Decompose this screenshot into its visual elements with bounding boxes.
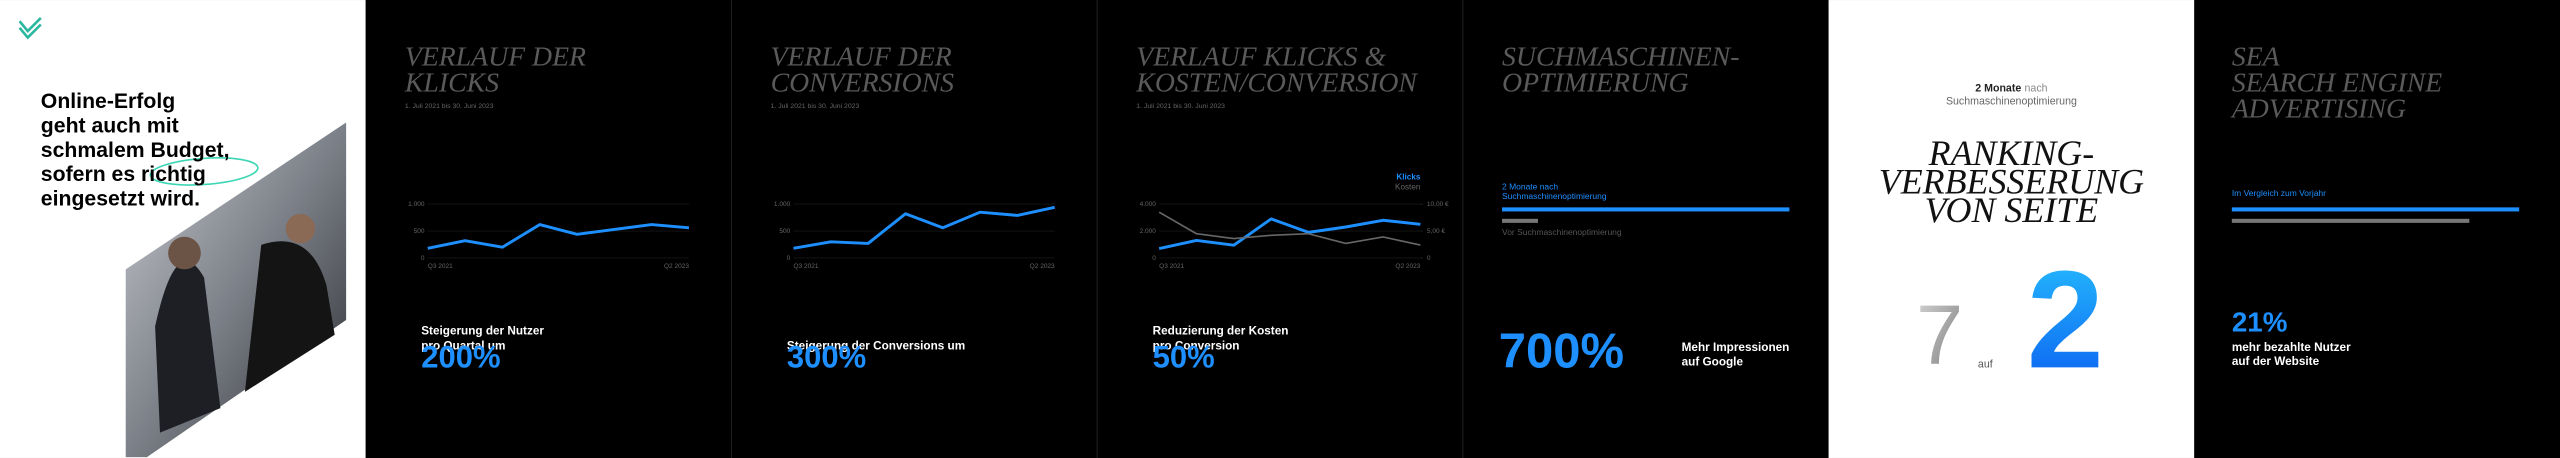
headline: geht auch mit — [41, 114, 179, 137]
line-series — [1158, 211, 1421, 246]
stat-text: Steigerung der Nutzer — [421, 325, 544, 338]
highlight-ellipse — [149, 157, 259, 186]
stat-text: auf Google — [1682, 356, 1744, 369]
photo-person — [155, 261, 221, 433]
stat-text: mehr bezahlte Nutzer — [2232, 341, 2351, 354]
panel-title: KOSTEN/CONVERSION — [1135, 67, 1418, 98]
caption-light: nach — [2025, 82, 2048, 94]
sea-panel — [2194, 0, 2560, 458]
stat-value: 50% — [1153, 339, 1215, 374]
y-tick-label: 1.000 — [774, 201, 791, 208]
panel-title: SEA — [2232, 41, 2281, 72]
stat-value: 300% — [787, 339, 866, 374]
panel-title: KLICKS — [404, 67, 499, 98]
panel-title: VERLAUF DER — [771, 41, 952, 72]
headline: eingesetzt wird. — [41, 188, 200, 211]
panel-title: VERLAUF KLICKS & — [1136, 41, 1386, 72]
rank-from: 7 — [1916, 287, 1963, 382]
bar — [1502, 218, 1538, 223]
panel-title: SEARCH ENGINE — [2232, 67, 2442, 98]
panel-title: CONVERSIONS — [771, 67, 955, 98]
ranking-title: VERBESSERUNG — [1879, 161, 2144, 201]
y-tick-label: 1.000 — [408, 201, 425, 208]
photo-person — [244, 241, 335, 392]
stat-value: 700% — [1499, 324, 1624, 378]
photo-person — [285, 213, 316, 244]
bar — [2231, 207, 2520, 212]
stat-text: pro Quartal um — [421, 339, 505, 352]
stat-text: auf der Website — [2232, 355, 2320, 368]
y2-tick-label: 5,00 € — [1427, 228, 1445, 235]
panel-date: 1. Juli 2021 bis 30. Juni 2023 — [1136, 103, 1225, 110]
y-tick-label: 500 — [414, 228, 425, 235]
x-tick-label: Q3 2021 — [793, 263, 818, 270]
ranking-title: VON SEITE — [1925, 190, 2099, 230]
stat-value: 200% — [421, 339, 500, 374]
headline: schmalem Budget, — [41, 139, 230, 162]
bar — [2231, 218, 2470, 223]
logo — [18, 17, 42, 40]
panel-title: ADVERTISING — [2230, 94, 2406, 125]
bar-label: Suchmaschinenoptimierung — [1502, 191, 1607, 201]
y2-tick-label: 10,00 € — [1427, 201, 1449, 208]
caption: Suchmaschinenoptimierung — [1946, 96, 2077, 108]
bar-label: Im Vergleich zum Vorjahr — [2232, 188, 2326, 198]
rank-between: auf — [1978, 358, 1993, 370]
caption: 2 Monate nach — [1975, 82, 2047, 94]
line-series — [427, 223, 690, 250]
stat-text: Reduzierung der Kosten — [1153, 325, 1289, 338]
panel-date: 1. Juli 2021 bis 30. Juni 2023 — [405, 103, 494, 110]
ranking-panel — [1828, 0, 2195, 458]
line-series — [1158, 217, 1421, 250]
legend-entry: Kosten — [1395, 182, 1420, 191]
bar-label: Vor Suchmaschinenoptimierung — [1502, 227, 1622, 237]
ranking-title: RANKING- — [1928, 133, 2095, 173]
stat-text: Steigerung der Conversions um — [787, 339, 965, 352]
rank-to: 2 — [2027, 242, 2104, 397]
y-tick-label: 0 — [1152, 255, 1156, 262]
headline: Online-Erfolg — [41, 90, 175, 113]
y-tick-label: 2.000 — [1140, 228, 1157, 235]
y-tick-label: 4.000 — [1140, 201, 1157, 208]
x-tick-label: Q2 2023 — [664, 263, 689, 270]
stat-text: pro Conversion — [1153, 339, 1240, 352]
y-tick-label: 0 — [421, 255, 425, 262]
bar-label: 2 Monate nach — [1502, 181, 1558, 191]
caption-bold: 2 Monate — [1975, 82, 2021, 94]
x-tick-label: Q2 2023 — [1030, 263, 1055, 270]
headline: sofern es richtig — [41, 163, 206, 186]
bar — [1502, 207, 1790, 212]
x-tick-label: Q3 2021 — [1159, 263, 1184, 270]
panel-title: SUCHMASCHINEN- — [1502, 41, 1739, 72]
y-tick-label: 0 — [787, 255, 791, 262]
panel-title: OPTIMIERUNG — [1502, 67, 1689, 98]
stat-text: Mehr Impressionen — [1682, 341, 1790, 354]
y-tick-label: 500 — [779, 228, 790, 235]
x-tick-label: Q3 2021 — [428, 263, 453, 270]
stat-value: 21% — [2232, 306, 2288, 337]
y2-tick-label: 0 — [1427, 255, 1431, 262]
panel-title: VERLAUF DER — [405, 41, 586, 72]
legend-entry: Klicks — [1396, 173, 1420, 182]
x-tick-label: Q2 2023 — [1395, 263, 1420, 270]
photo-person — [168, 236, 201, 270]
panel-date: 1. Juli 2021 bis 30. Juni 2023 — [771, 103, 860, 110]
line-series — [793, 205, 1056, 250]
